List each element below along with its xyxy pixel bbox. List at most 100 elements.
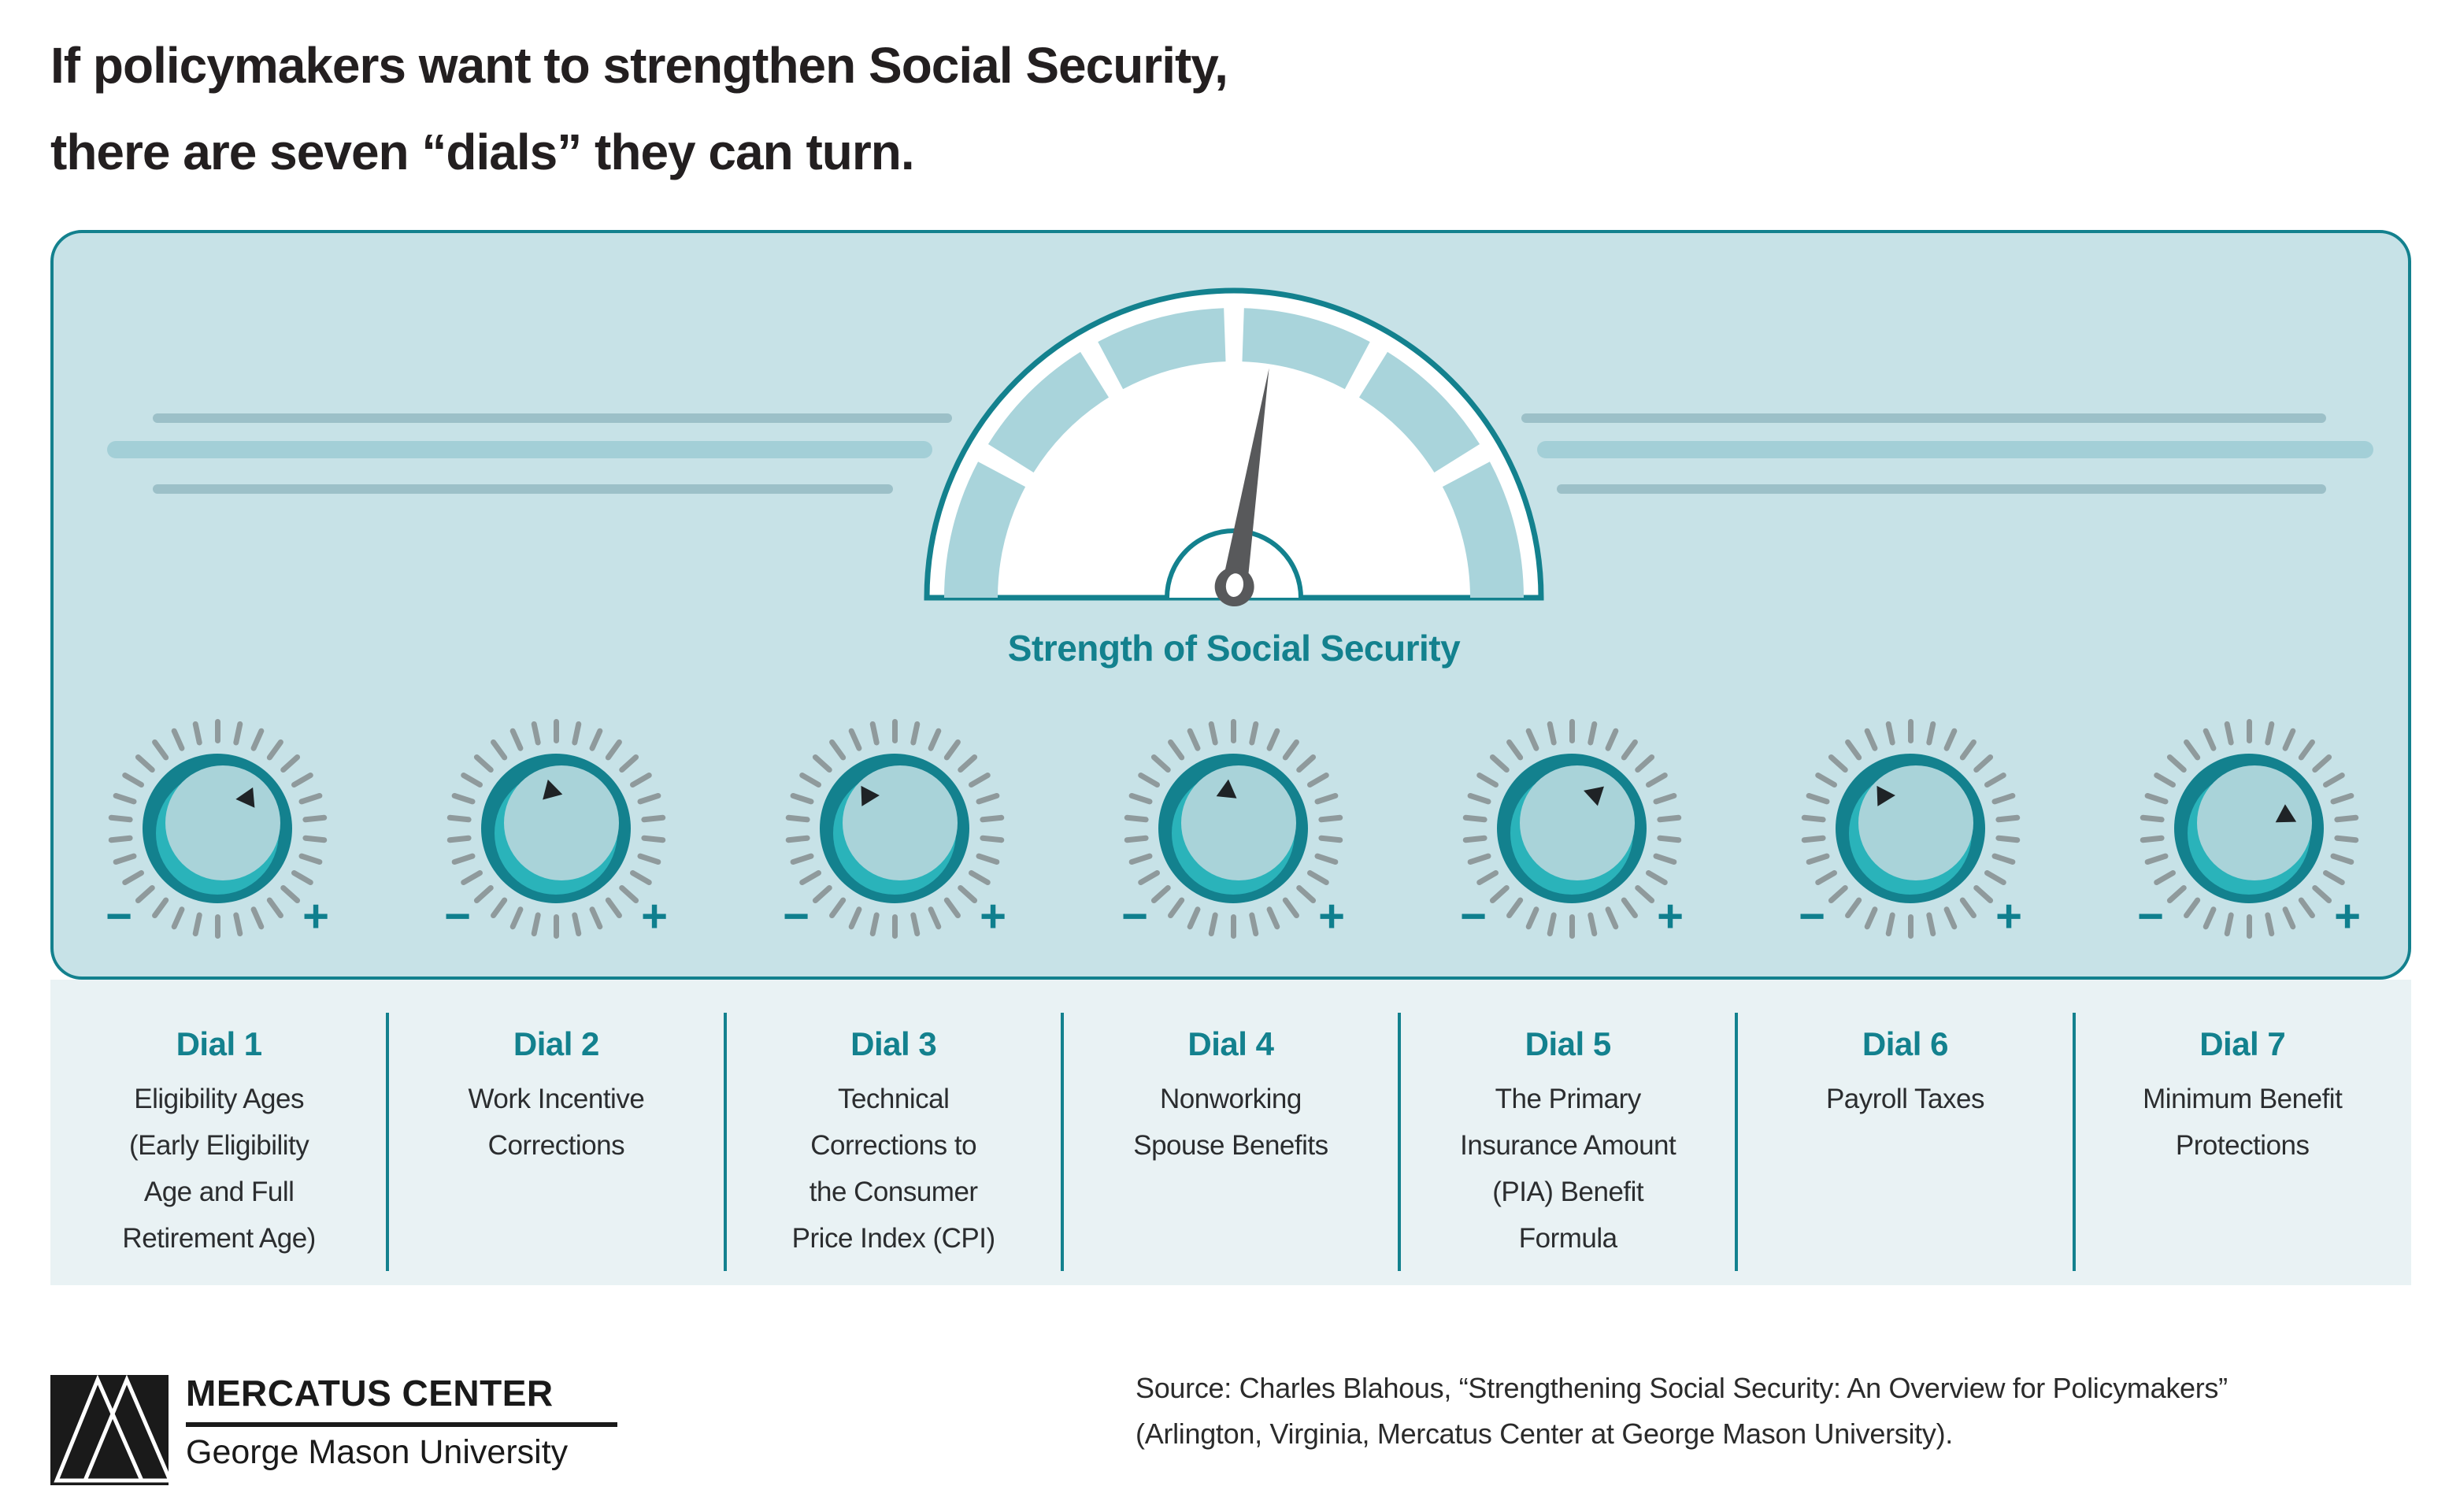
tick-mark: [1843, 738, 1863, 762]
tick-mark: [1525, 905, 1540, 930]
dial-description: Work Incentive Corrections: [468, 1084, 645, 1161]
tick-mark: [1633, 753, 1656, 774]
legend-column-6: Dial 6 Payroll Taxes: [1736, 980, 2073, 1285]
tick-mark: [1644, 869, 1669, 886]
tick-mark: [1487, 883, 1510, 904]
tick-mark: [489, 895, 509, 919]
dial-description: Payroll Taxes: [1825, 1084, 1985, 1114]
logo-divider: [186, 1422, 617, 1427]
tick-mark: [1166, 895, 1186, 919]
logo-university-name: George Mason University: [186, 1433, 569, 1471]
tick-mark: [302, 813, 328, 823]
dial-minus-label: −: [783, 891, 810, 942]
tick-mark: [1546, 720, 1557, 746]
knob-face: [1858, 765, 1973, 880]
tick-mark: [967, 869, 991, 886]
tick-mark: [1306, 771, 1330, 788]
tick-mark: [2321, 869, 2346, 886]
tick-mark: [1805, 852, 1830, 865]
tick-mark: [1805, 791, 1830, 805]
tick-mark: [1991, 791, 2016, 805]
tick-mark: [1925, 911, 1936, 937]
dial-6: − +: [1784, 702, 2036, 954]
legend-column-4: Dial 4 Nonworking Spouse Benefits: [1062, 980, 1399, 1285]
dial-5: − +: [1446, 702, 1698, 954]
tick-mark: [869, 720, 880, 746]
tick-mark: [942, 895, 961, 919]
tick-mark: [1995, 813, 2021, 823]
tick-mark: [112, 852, 137, 865]
tick-mark: [1619, 738, 1639, 762]
legend-divider: [386, 1013, 390, 1271]
dial-1: − +: [91, 702, 343, 954]
tick-mark: [1462, 813, 1487, 823]
tick-mark: [2165, 753, 2188, 774]
legend-divider: [1060, 1013, 1064, 1271]
tick-mark: [587, 905, 603, 930]
dial-minus-label: −: [1799, 891, 1825, 942]
tick-mark: [2280, 905, 2296, 930]
dial-heading: Dial 1: [176, 1025, 263, 1062]
tick-mark: [979, 813, 1005, 823]
tick-mark: [1313, 791, 1339, 805]
tick-mark: [107, 813, 133, 823]
tick-mark: [459, 771, 483, 788]
tick-mark: [1983, 869, 2007, 886]
tick-mark: [798, 771, 822, 788]
tick-mark: [1972, 753, 1995, 774]
dial-knob: [1158, 754, 1308, 903]
tick-mark: [1136, 869, 1161, 886]
tick-mark: [2223, 911, 2234, 937]
tick-mark: [2202, 905, 2217, 930]
legend-divider: [1398, 1013, 1402, 1271]
dial-heading: Dial 5: [1525, 1025, 1612, 1062]
tick-mark: [1295, 753, 1317, 774]
dial-plus-label: +: [641, 891, 668, 942]
tick-mark: [617, 883, 640, 904]
tick-mark: [979, 834, 1005, 843]
dial-plus-label: +: [302, 891, 329, 942]
tick-mark: [628, 869, 653, 886]
tick-mark: [1863, 905, 1879, 930]
tick-mark: [1800, 834, 1826, 843]
tick-mark: [509, 727, 524, 752]
tick-mark: [784, 813, 810, 823]
tick-mark: [1466, 791, 1491, 805]
tick-mark: [2296, 738, 2316, 762]
knob-face: [1181, 765, 1296, 880]
tick-mark: [975, 852, 1000, 865]
mercatus-logo-mark-icon: [50, 1375, 169, 1485]
tick-mark: [249, 727, 265, 752]
mercatus-logo-text: MERCATUS CENTER George Mason University: [186, 1372, 617, 1472]
tick-mark: [2333, 834, 2359, 843]
tick-mark: [869, 911, 880, 937]
tick-mark: [472, 883, 495, 904]
tick-mark: [1569, 914, 1575, 939]
tick-mark: [2333, 813, 2359, 823]
gauge-band-segment: [1358, 351, 1480, 473]
tick-mark: [789, 791, 814, 805]
tick-mark: [2280, 727, 2296, 752]
gauge-band: [944, 308, 1524, 598]
tick-mark: [553, 914, 559, 939]
tick-mark: [571, 911, 582, 937]
tick-mark: [1123, 834, 1149, 843]
tick-mark: [133, 883, 156, 904]
tick-mark: [926, 727, 942, 752]
tick-mark: [617, 753, 640, 774]
tick-mark: [847, 905, 863, 930]
tick-mark: [279, 753, 302, 774]
dial-legend: Dial 1 Eligibility Ages (Early Eligibili…: [50, 980, 2411, 1285]
dial-minus-label: −: [106, 891, 132, 942]
tick-mark: [1656, 834, 1682, 843]
tick-mark: [489, 738, 509, 762]
tick-mark: [191, 720, 202, 746]
tick-mark: [530, 720, 541, 746]
tick-mark: [810, 753, 833, 774]
tick-mark: [1230, 718, 1236, 743]
tick-mark: [1814, 869, 1838, 886]
tick-mark: [214, 914, 220, 939]
tick-mark: [1652, 852, 1677, 865]
tick-mark: [1644, 771, 1669, 788]
footer: MERCATUS CENTER George Mason University …: [0, 1284, 2460, 1512]
